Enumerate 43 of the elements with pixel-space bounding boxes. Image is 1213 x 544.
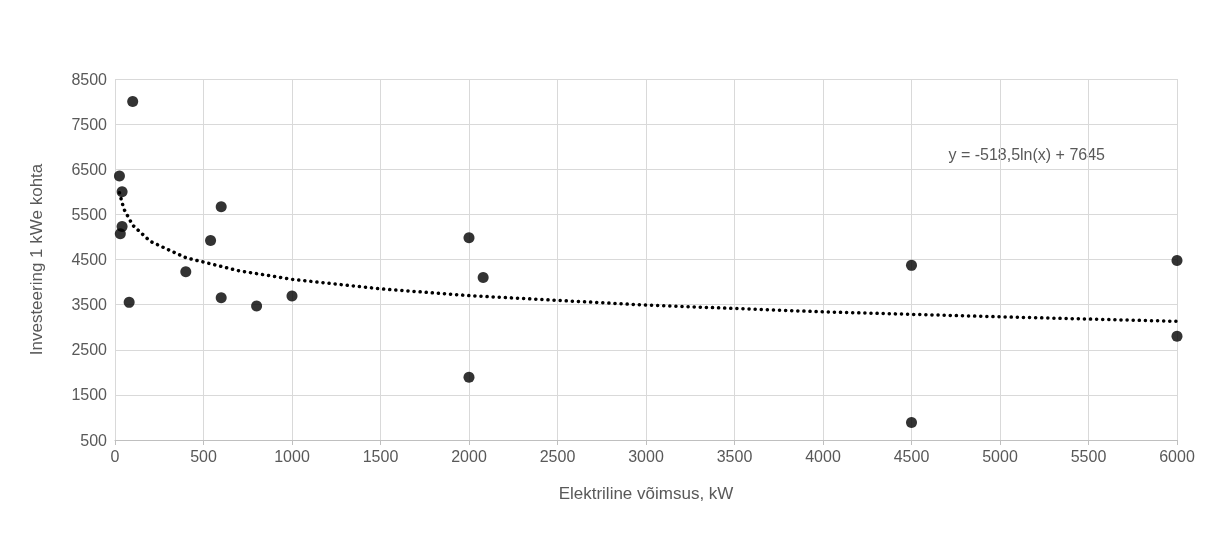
y-tick-label: 1500 xyxy=(71,386,108,404)
y-tick-label: 4500 xyxy=(71,251,108,268)
y-tick-label: 3500 xyxy=(71,296,108,314)
point xyxy=(286,290,298,302)
y-tick-label: 6500 xyxy=(71,160,108,178)
x-tick-label: 2500 xyxy=(539,447,576,465)
point xyxy=(463,371,475,383)
point xyxy=(205,235,217,247)
annotation: y = -518,5ln(x) + 7645 xyxy=(948,145,1106,163)
point xyxy=(123,296,135,308)
point xyxy=(906,416,917,428)
point xyxy=(477,272,489,284)
y-tick-label: 2500 xyxy=(71,341,108,359)
x-axis-title: Elektriline võimsus, kW xyxy=(558,484,734,503)
point xyxy=(1171,254,1183,266)
y-tick-label: 8500 xyxy=(71,70,108,88)
x-tick-label: 1500 xyxy=(362,447,399,465)
x-tick-label: 6000 xyxy=(1159,447,1195,465)
y-axis-title: Investeering 1 kWe kohta xyxy=(27,163,46,356)
x-tick-label: 1000 xyxy=(274,447,310,465)
point xyxy=(215,292,227,304)
y-tick-label: 5500 xyxy=(71,205,108,223)
point xyxy=(180,266,192,278)
point xyxy=(127,96,139,108)
point xyxy=(113,170,125,182)
point xyxy=(114,228,126,240)
x-tick-label: 5000 xyxy=(982,447,1018,465)
point xyxy=(463,232,475,244)
point xyxy=(215,201,227,213)
point xyxy=(1171,330,1183,342)
point xyxy=(251,300,263,312)
x-tick-label: 500 xyxy=(190,447,217,465)
y-tick-label: 7500 xyxy=(71,115,108,133)
point xyxy=(906,259,917,271)
x-tick-label: 4000 xyxy=(805,447,841,465)
x-tick-label: 3000 xyxy=(628,447,664,465)
y-tick-label: 500 xyxy=(80,431,108,449)
point xyxy=(116,186,128,198)
x-tick-label: 0 xyxy=(110,447,120,465)
x-tick-label: 3500 xyxy=(716,447,753,465)
x-tick-label: 5500 xyxy=(1070,447,1107,465)
x-tick-label: 2000 xyxy=(451,447,487,465)
x-tick-label: 4500 xyxy=(893,447,930,465)
